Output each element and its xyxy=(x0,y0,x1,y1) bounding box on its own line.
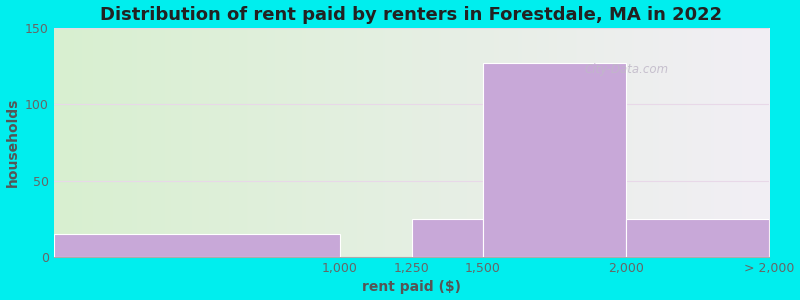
Title: Distribution of rent paid by renters in Forestdale, MA in 2022: Distribution of rent paid by renters in … xyxy=(101,6,722,24)
Text: City-Data.com: City-Data.com xyxy=(584,63,668,76)
Bar xyxy=(626,219,770,257)
Bar xyxy=(411,219,483,257)
Y-axis label: households: households xyxy=(6,98,19,187)
Bar xyxy=(54,234,340,257)
Bar xyxy=(483,63,626,257)
X-axis label: rent paid ($): rent paid ($) xyxy=(362,280,461,294)
